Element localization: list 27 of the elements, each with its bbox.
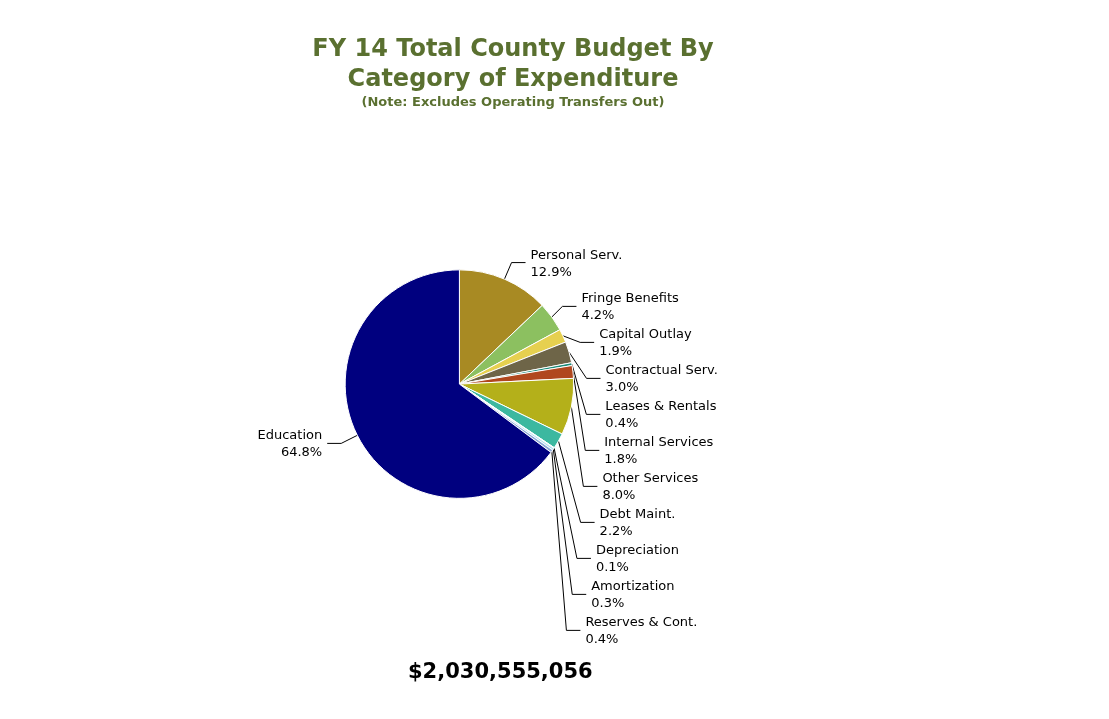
slice-label: Contractual Serv.: [605, 362, 718, 378]
slice-label: Amortization: [591, 578, 675, 594]
slice-label: Reserves & Cont.: [585, 614, 698, 630]
slice-label: Personal Serv.: [530, 246, 623, 262]
slice-label: Internal Services: [604, 434, 714, 450]
chart-title: FY 14 Total County Budget By Category of Expenditure: [312, 34, 715, 92]
data-label: 8.0%: [602, 487, 636, 503]
slice-label: Capital Outlay: [599, 326, 693, 342]
text: $2,030,555,056: [408, 658, 593, 683]
data-label: 0.3%: [591, 595, 625, 611]
data-label: 1.9%: [599, 343, 633, 359]
slice-label: Other Services: [602, 470, 699, 486]
data-label: 3.0%: [605, 379, 639, 395]
data-label: 1.8%: [604, 451, 638, 467]
slice-label: Fringe Benefits: [581, 290, 679, 306]
chart-subtitle: (Note: Excludes Operating Transfers Out): [361, 94, 665, 109]
slice-label: Depreciation: [595, 542, 679, 558]
data-label: 12.9%: [530, 263, 572, 279]
slice-label: Education: [257, 427, 323, 443]
data-label: 4.2%: [581, 307, 615, 323]
data-label: 2.2%: [599, 523, 633, 539]
slice-label: Debt Maint.: [599, 506, 676, 522]
data-label: 0.4%: [605, 415, 639, 431]
data-label: 64.8%: [280, 444, 323, 460]
slice-label: Leases & Rentals: [605, 398, 717, 414]
data-label: 0.4%: [585, 631, 619, 647]
data-label: 0.1%: [595, 559, 629, 575]
